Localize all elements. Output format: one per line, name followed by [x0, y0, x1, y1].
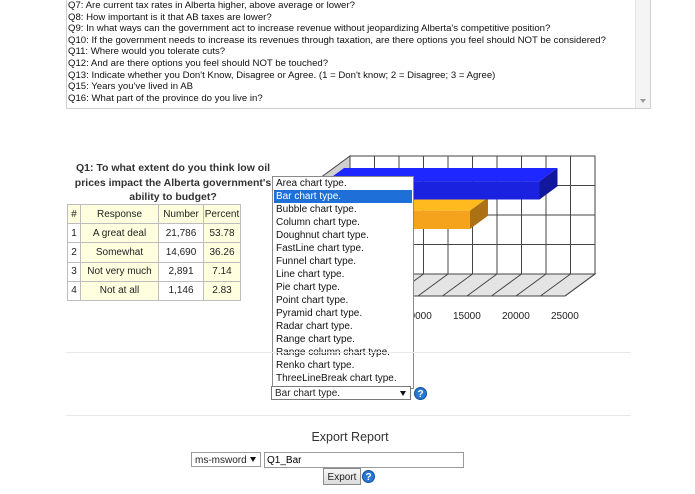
x-tick-label: 15000 — [453, 311, 481, 322]
cell-percent: 53.78 — [203, 223, 241, 244]
x-tick-label: 10000 — [404, 311, 432, 322]
x-tick-label: 25000 — [551, 311, 579, 322]
response-table: # Response Number Percent 1 A great deal… — [67, 203, 241, 301]
help-icon[interactable]: ? — [362, 470, 375, 483]
bar-side — [469, 197, 488, 229]
export-format-select[interactable]: ms-msword — [191, 452, 261, 467]
help-icon[interactable]: ? — [414, 387, 427, 400]
table-row: 1 A great deal 21,786 53.78 — [67, 223, 241, 244]
question-item[interactable]: Q11: Where would you tolerate cuts? — [68, 46, 226, 58]
gridline — [515, 273, 547, 297]
cell-index: 2 — [67, 242, 81, 263]
cell-index: 3 — [67, 261, 81, 282]
cell-index: 4 — [67, 280, 81, 301]
chart-type-option[interactable]: Point chart type. — [276, 295, 349, 306]
gridline — [417, 273, 449, 297]
chart-title: Q1: To what extent do you think low oil … — [74, 162, 272, 203]
chart-type-option[interactable]: Pie chart type. — [276, 282, 340, 293]
chart-type-option[interactable]: Area chart type. — [276, 178, 347, 189]
gridline — [442, 273, 473, 297]
cell-response: Not very much — [80, 261, 159, 282]
cell-response: Not at all — [80, 280, 159, 301]
chart-type-option[interactable]: Doughnut chart type. — [276, 230, 369, 241]
cell-number: 2,891 — [158, 261, 204, 282]
gridline — [466, 273, 498, 297]
cell-number: 14,690 — [158, 242, 204, 263]
chevron-down-icon — [250, 457, 256, 462]
scrollbar-thumb[interactable] — [638, 0, 647, 93]
question-item[interactable]: Q8: How important is it that AB taxes ar… — [68, 11, 272, 23]
chart-type-option[interactable]: Pyramid chart type. — [276, 308, 363, 319]
listbox-scrollbar[interactable] — [635, 0, 650, 108]
question-item[interactable]: Q13: Indicate whether you Don't Know, Di… — [68, 69, 496, 81]
chart-type-option[interactable]: Renko chart type. — [276, 360, 355, 371]
divider — [66, 352, 631, 353]
divider — [66, 415, 631, 416]
chart-type-option[interactable]: Bubble chart type. — [276, 204, 357, 215]
chart-type-select[interactable]: Bar chart type. — [271, 386, 411, 400]
export-button[interactable]: Export — [323, 468, 361, 485]
col-header-number: Number — [158, 203, 204, 225]
chevron-down-icon — [400, 391, 406, 396]
gridline — [540, 273, 571, 297]
chart-type-option[interactable]: FastLine chart type. — [276, 243, 364, 254]
cell-response: A great deal — [80, 223, 159, 244]
cell-percent: 36.26 — [203, 242, 241, 263]
chart-type-option[interactable]: Column chart type. — [276, 217, 360, 228]
chart-type-option[interactable]: Radar chart type. — [276, 321, 353, 332]
table-row: 2 Somewhat 14,690 36.26 — [67, 242, 241, 263]
chart-type-select-value: Bar chart type. — [275, 388, 341, 399]
table-row: 4 Not at all 1,146 2.83 — [67, 280, 241, 301]
gridline — [564, 273, 596, 297]
export-filename-input[interactable] — [264, 452, 464, 468]
x-tick-label: 20000 — [502, 311, 530, 322]
chart-type-option[interactable]: Bar chart type. — [274, 190, 412, 203]
cell-percent: 7.14 — [203, 261, 241, 282]
bar-side — [539, 168, 558, 200]
question-item[interactable]: Q7: Are current tax rates in Alberta hig… — [68, 0, 355, 11]
chart-type-option[interactable]: ThreeLineBreak chart type. — [276, 373, 397, 384]
question-item[interactable]: Q9: In what ways can the government act … — [68, 23, 551, 35]
col-header-percent: Percent — [203, 203, 241, 225]
cell-percent: 2.83 — [203, 280, 241, 301]
question-item[interactable]: Q15: Years you've lived in AB — [68, 81, 194, 93]
col-header-response: Response — [80, 203, 159, 225]
scroll-down-arrow-icon[interactable] — [640, 99, 646, 103]
cell-number: 21,786 — [158, 223, 204, 244]
chart-type-option[interactable]: Line chart type. — [276, 269, 345, 280]
chart-type-option[interactable]: Range chart type. — [276, 334, 355, 345]
col-header-index: # — [67, 203, 81, 225]
cell-response: Somewhat — [80, 242, 159, 263]
cell-number: 1,146 — [158, 280, 204, 301]
export-format-value: ms-msword — [195, 455, 247, 466]
gridline — [491, 273, 522, 297]
question-item[interactable]: Q16: What part of the province do you li… — [68, 92, 263, 104]
table-row: 3 Not very much 2,891 7.14 — [67, 261, 241, 282]
export-report-title: Export Report — [311, 430, 389, 444]
chart-type-option[interactable]: Funnel chart type. — [276, 256, 357, 267]
cell-index: 1 — [67, 223, 81, 244]
question-item[interactable]: Q10: If the government needs to increase… — [68, 34, 606, 46]
chart-type-dropdown-list[interactable]: Area chart type. Bar chart type. Bubble ch… — [272, 176, 414, 389]
question-listbox[interactable]: Q7: Are current tax rates in Alberta hig… — [66, 0, 651, 109]
question-item[interactable]: Q12: And are there options you feel shou… — [68, 58, 329, 69]
